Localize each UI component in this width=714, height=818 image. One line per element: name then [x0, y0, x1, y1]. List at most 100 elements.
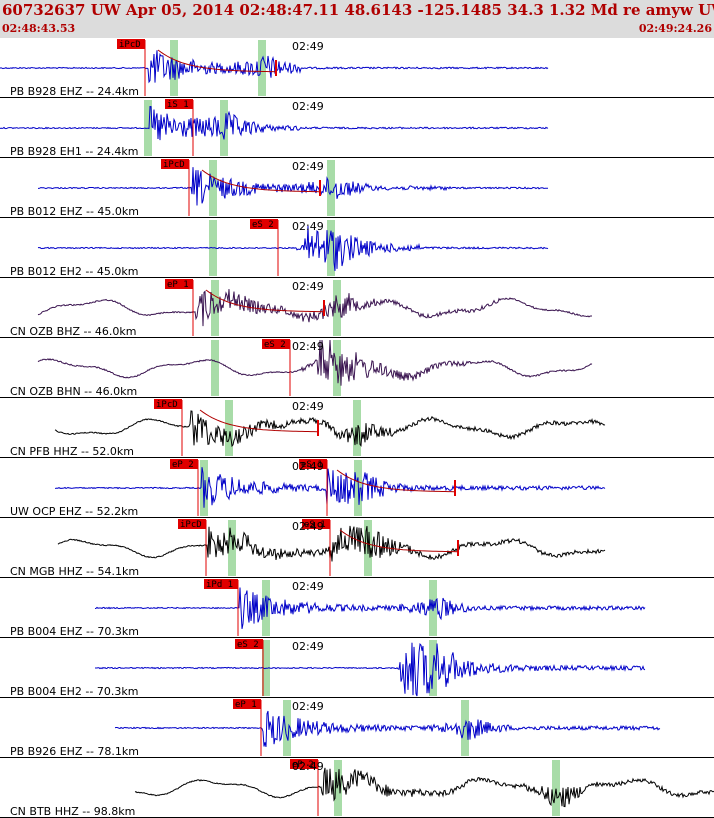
time-window-marker: [228, 520, 236, 576]
phase-pick-tag[interactable]: [170, 459, 198, 469]
phase-pick-tag[interactable]: [178, 519, 206, 529]
start-time-label: 02:48:43.53: [2, 22, 76, 35]
phase-pick-label: iPcD: [156, 400, 178, 410]
time-window-marker: [461, 700, 469, 756]
time-tick-label: 02:49: [292, 100, 324, 113]
seismogram-panel: iPcD 02:49 PB B928 EHZ -- 24.4km iS 1 02:49 P…: [0, 38, 714, 818]
time-window-marker: [327, 220, 335, 276]
station-label: CN MGB HHZ -- 54.1km: [10, 565, 139, 578]
trace-row[interactable]: iPd 1 02:49 PB B004 EHZ -- 70.3km: [0, 579, 714, 638]
station-label: PB B012 EHZ -- 45.0km: [10, 205, 139, 218]
phase-pick-tag[interactable]: [117, 39, 145, 49]
coda-fit-curve: [199, 409, 318, 433]
time-tick-label: 02:49: [292, 520, 324, 533]
waveform: [37, 289, 592, 327]
phase-pick-label: iPd 1: [206, 580, 233, 590]
phase-pick-tag[interactable]: [154, 399, 182, 409]
waveform: [94, 587, 646, 629]
time-tick-label: 02:49: [292, 760, 324, 773]
station-label: PB B926 EHZ -- 78.1km: [10, 745, 139, 758]
trace-row[interactable]: iPcD 02:49 CN PFB HHZ -- 52.0km: [0, 399, 714, 458]
time-window-marker: [327, 160, 335, 216]
phase-pick-label: iS 1: [167, 100, 189, 110]
trace-row[interactable]: iPcD 02:49 PB B928 EHZ -- 24.4km: [0, 39, 714, 98]
phase-pick-tag[interactable]: [204, 579, 238, 589]
coda-fit-curve: [205, 289, 324, 313]
trace-row[interactable]: eP 2 eS 102:49 UW OCP EHZ -- 52.2km: [0, 459, 714, 518]
coda-fit-curve: [336, 469, 455, 493]
phase-pick-label: iPcD: [180, 520, 202, 530]
station-label: PB B004 EHZ -- 70.3km: [10, 625, 139, 638]
waveform: [38, 167, 548, 206]
phase-pick-label: iPcD: [163, 160, 185, 170]
phase-pick-label: iPcD: [119, 40, 141, 50]
waveform: [57, 525, 606, 562]
trace-row[interactable]: eP 202:49 CN BTB HHZ -- 98.8km: [0, 759, 714, 818]
phase-pick-tag[interactable]: [290, 759, 318, 769]
phase-pick-tag[interactable]: [161, 159, 189, 169]
s-pick-tag[interactable]: [302, 519, 330, 529]
waveform: [37, 339, 593, 386]
trace-row[interactable]: eS 2 02:49 CN OZB BHN -- 46.0km: [0, 339, 714, 398]
station-label: PB B928 EH1 -- 24.4km: [10, 145, 138, 158]
phase-pick-label: eS 2: [264, 340, 286, 350]
time-window-marker: [209, 160, 217, 216]
time-window-marker: [200, 460, 208, 516]
time-window-marker: [334, 760, 342, 816]
waveform: [95, 642, 646, 697]
trace-row[interactable]: eS 2 02:49 PB B012 EH2 -- 45.0km: [0, 219, 714, 278]
waveform: [114, 710, 661, 748]
time-window-marker: [353, 400, 361, 456]
trace-row[interactable]: eP 1 02:49 PB B926 EHZ -- 78.1km: [0, 699, 714, 758]
time-tick-label: 02:49: [292, 580, 324, 593]
phase-pick-tag[interactable]: [235, 639, 263, 649]
trace-row[interactable]: iPcD eS 102:49 CN MGB HHZ -- 54.1km: [0, 519, 714, 578]
time-tick-label: 02:49: [292, 280, 324, 293]
time-window-marker: [220, 100, 228, 156]
s-pick-tag[interactable]: [299, 459, 327, 469]
time-tick-label: 02:49: [292, 700, 324, 713]
time-tick-label: 02:49: [292, 640, 324, 653]
event-header: 60732637 UW Apr 05, 2014 02:48:47.11 48.…: [0, 0, 714, 38]
time-tick-label: 02:49: [292, 220, 324, 233]
waveform: [37, 225, 549, 271]
time-tick-label: 02:49: [292, 400, 324, 413]
seismogram-plot: iPcD 02:49 PB B928 EHZ -- 24.4km iS 1 02:49 P…: [0, 39, 714, 818]
trace-row[interactable]: eP 1 02:49 CN OZB BHZ -- 46.0km: [0, 279, 714, 338]
phase-pick-tag[interactable]: [165, 279, 193, 289]
trace-row[interactable]: iPcD 02:49 PB B012 EHZ -- 45.0km: [0, 159, 714, 218]
phase-pick-tag[interactable]: [262, 339, 290, 349]
time-window-marker: [283, 700, 291, 756]
coda-fit-curve: [339, 529, 458, 553]
coda-fit-curve: [201, 169, 320, 193]
phase-pick-label: eP 1: [235, 700, 257, 710]
trace-row[interactable]: eS 2 02:49 PB B004 EH2 -- 70.3km: [0, 639, 714, 698]
station-label: CN PFB HHZ -- 52.0km: [10, 445, 134, 458]
time-tick-label: 02:49: [292, 40, 324, 53]
waveform: [0, 50, 549, 84]
phase-pick-tag[interactable]: [165, 99, 193, 109]
time-tick-label: 02:49: [292, 340, 324, 353]
time-window-marker: [552, 760, 560, 816]
phase-pick-tag[interactable]: [233, 699, 261, 709]
phase-pick-label: eS 2: [237, 640, 259, 650]
waveform: [54, 467, 606, 508]
time-tick-label: 02:49: [292, 460, 324, 473]
station-label: PB B004 EH2 -- 70.3km: [10, 685, 138, 698]
s-pick-label: eS 1: [304, 520, 326, 530]
s-pick-label: eS 1: [301, 460, 323, 470]
station-label: PB B928 EHZ -- 24.4km: [10, 85, 139, 98]
station-label: UW OCP EHZ -- 52.2km: [10, 505, 138, 518]
phase-pick-tag[interactable]: [250, 219, 278, 229]
waveform: [0, 105, 549, 141]
phase-pick-label: eP 1: [167, 280, 189, 290]
time-window-marker: [225, 400, 233, 456]
station-label: PB B012 EH2 -- 45.0km: [10, 265, 138, 278]
phase-pick-label: eP 2: [172, 460, 194, 470]
time-window-marker: [258, 40, 266, 96]
station-label: CN OZB BHZ -- 46.0km: [10, 325, 137, 338]
station-label: CN OZB BHN -- 46.0km: [10, 385, 137, 398]
time-window-marker: [211, 340, 219, 396]
trace-row[interactable]: iS 1 02:49 PB B928 EH1 -- 24.4km: [0, 99, 714, 158]
time-window-marker: [333, 280, 341, 336]
